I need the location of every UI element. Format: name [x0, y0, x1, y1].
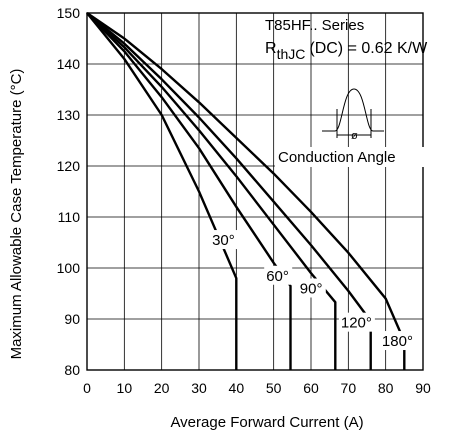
series-lines — [86, 12, 406, 370]
y-axis-label: Maximum Allowable Case Temperature (°C) — [8, 69, 25, 360]
series-line — [86, 12, 292, 370]
conduction-angle-inset: ø Conduction Angle — [275, 88, 435, 167]
x-tick-label: 60 — [303, 380, 319, 396]
x-tick-label: 10 — [117, 380, 133, 396]
series-line — [86, 12, 238, 370]
series-label-bg — [338, 312, 375, 332]
y-tick-labels: 80 90 100 110 120 130 140 150 — [57, 5, 81, 378]
x-tick-labels: 0 10 20 30 40 50 60 70 80 90 — [83, 380, 431, 396]
half-sine-waveform — [322, 88, 384, 132]
rthjc-value: (DC) = 0.62 K/W — [309, 40, 428, 57]
rthjc-r: R — [265, 40, 277, 57]
series-label: 60° — [266, 268, 289, 285]
y-tick-label: 110 — [58, 209, 81, 225]
y-tick-label: 150 — [57, 5, 81, 21]
series-title: T85HF.. Series — [265, 17, 364, 34]
conduction-angle-label: Conduction Angle — [278, 149, 396, 166]
rthjc-subscript: thJC — [277, 46, 306, 62]
x-axis-label: Average Forward Current (A) — [170, 414, 363, 431]
conduction-angle-label-bg — [275, 147, 435, 167]
x-tick-label: 0 — [83, 380, 91, 396]
series-line — [86, 12, 406, 370]
x-tick-label: 30 — [191, 380, 207, 396]
y-tick-label: 140 — [57, 56, 81, 72]
series-label: 120° — [341, 315, 372, 332]
x-tick-label: 50 — [266, 380, 282, 396]
y-tick-label: 80 — [64, 362, 80, 378]
series-label-bg — [379, 331, 416, 351]
series-label-bg — [264, 265, 293, 285]
series-line — [86, 12, 337, 370]
x-tick-label: 40 — [229, 380, 245, 396]
series-label: 90° — [300, 281, 323, 298]
series-label: 180° — [382, 333, 413, 350]
x-tick-label: 90 — [415, 380, 431, 396]
y-tick-label: 130 — [57, 107, 81, 123]
x-tick-label: 70 — [341, 380, 357, 396]
series-label-bg — [297, 278, 326, 298]
y-tick-label: 120 — [57, 158, 81, 174]
rthjc-text: RthJC (DC) = 0.62 K/W — [265, 40, 428, 62]
x-tick-label: 20 — [154, 380, 170, 396]
y-tick-label: 90 — [64, 311, 80, 327]
y-tick-label: 100 — [57, 260, 81, 276]
conduction-angle-symbol: ø — [351, 130, 358, 142]
series-label: 30° — [212, 232, 235, 249]
plot-frame — [86, 12, 424, 371]
series-label-bg — [210, 230, 239, 250]
series-line — [86, 12, 372, 370]
x-tick-label: 80 — [378, 380, 394, 396]
series-labels: 30° 60° 90° 120° 180° — [210, 230, 416, 351]
